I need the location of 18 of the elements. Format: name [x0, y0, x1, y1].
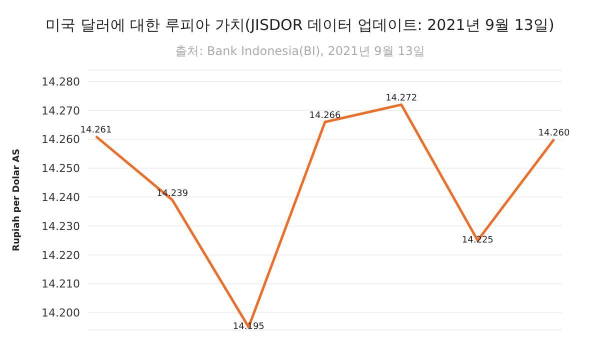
y-tick-label: 14.230 — [42, 220, 80, 233]
data-label: 14.266 — [309, 111, 342, 121]
data-label: 14.195 — [232, 322, 264, 332]
data-label: 14.272 — [386, 94, 418, 104]
y-tick-label: 14.280 — [42, 75, 80, 88]
y-tick-label: 14.270 — [42, 104, 80, 118]
y-tick-label: 14.210 — [42, 278, 80, 291]
chart-title: 미국 달러에 대한 루피아 가치(JISDOR 데이터 업데이트: 2021년 9월 13일) — [44, 15, 556, 35]
data-label: 14.225 — [462, 235, 494, 246]
data-label: 14.260 — [538, 128, 570, 138]
chart-subtitle: 출처: Bank Indonesia(BI), 2021년 9월 13일 — [174, 43, 426, 60]
y-tick-label: 14.250 — [42, 162, 80, 176]
y-tick-label: 14.260 — [42, 133, 80, 146]
y-tick-label: 14.220 — [42, 248, 80, 262]
y-tick-label: 14.200 — [42, 306, 80, 320]
y-tick-label: 14.240 — [42, 191, 80, 204]
data-label: 14.261 — [80, 125, 112, 136]
y-axis-title: Rupiah per Dolar AS — [12, 148, 22, 252]
